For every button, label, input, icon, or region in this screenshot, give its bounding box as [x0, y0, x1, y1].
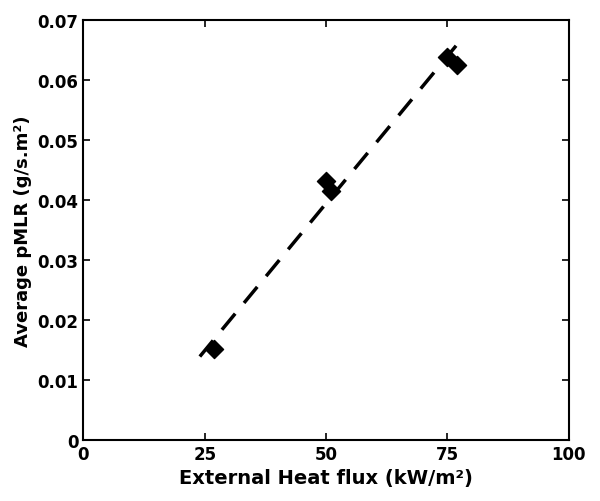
Y-axis label: Average pMLR (g/s.m²): Average pMLR (g/s.m²) — [14, 115, 32, 346]
Point — [443, 54, 452, 62]
Point — [321, 177, 331, 185]
Point — [326, 187, 336, 195]
Point — [209, 345, 219, 353]
Point — [452, 62, 462, 70]
X-axis label: External Heat flux (kW/m²): External Heat flux (kW/m²) — [179, 468, 473, 487]
